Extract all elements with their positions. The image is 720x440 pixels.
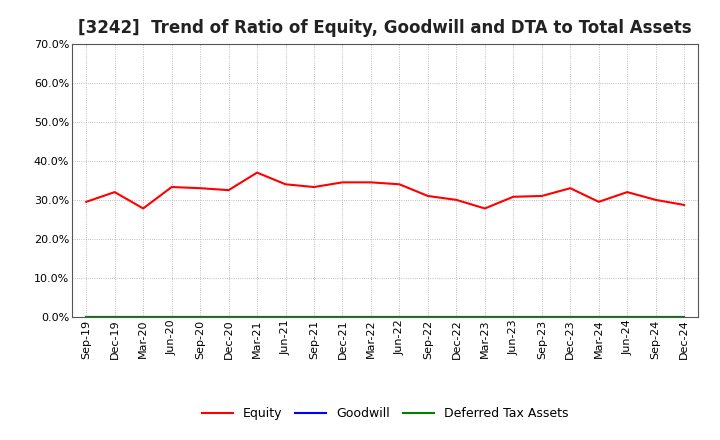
Deferred Tax Assets [595,314,603,319]
Equity [196,186,204,191]
Deferred Tax Assets [82,314,91,319]
Goodwill [452,314,461,319]
Title: [3242]  Trend of Ratio of Equity, Goodwill and DTA to Total Assets: [3242] Trend of Ratio of Equity, Goodwil… [78,19,692,37]
Equity [480,206,489,211]
Deferred Tax Assets [196,314,204,319]
Deferred Tax Assets [253,314,261,319]
Goodwill [566,314,575,319]
Equity [395,182,404,187]
Goodwill [480,314,489,319]
Goodwill [595,314,603,319]
Goodwill [537,314,546,319]
Goodwill [110,314,119,319]
Deferred Tax Assets [310,314,318,319]
Goodwill [338,314,347,319]
Goodwill [652,314,660,319]
Deferred Tax Assets [652,314,660,319]
Equity [566,186,575,191]
Equity [110,190,119,195]
Goodwill [623,314,631,319]
Equity [338,180,347,185]
Equity [537,193,546,198]
Deferred Tax Assets [566,314,575,319]
Goodwill [139,314,148,319]
Deferred Tax Assets [452,314,461,319]
Deferred Tax Assets [423,314,432,319]
Goodwill [423,314,432,319]
Goodwill [509,314,518,319]
Equity [652,197,660,202]
Goodwill [366,314,375,319]
Equity [623,190,631,195]
Deferred Tax Assets [139,314,148,319]
Goodwill [196,314,204,319]
Line: Equity: Equity [86,172,684,209]
Goodwill [395,314,404,319]
Equity [595,199,603,205]
Deferred Tax Assets [623,314,631,319]
Equity [225,187,233,193]
Deferred Tax Assets [395,314,404,319]
Goodwill [253,314,261,319]
Goodwill [680,314,688,319]
Equity [253,170,261,175]
Deferred Tax Assets [110,314,119,319]
Equity [282,182,290,187]
Goodwill [282,314,290,319]
Deferred Tax Assets [509,314,518,319]
Deferred Tax Assets [167,314,176,319]
Equity [509,194,518,199]
Goodwill [225,314,233,319]
Equity [366,180,375,185]
Goodwill [167,314,176,319]
Deferred Tax Assets [338,314,347,319]
Equity [680,202,688,208]
Goodwill [310,314,318,319]
Deferred Tax Assets [366,314,375,319]
Deferred Tax Assets [225,314,233,319]
Legend: Equity, Goodwill, Deferred Tax Assets: Equity, Goodwill, Deferred Tax Assets [197,402,573,425]
Deferred Tax Assets [480,314,489,319]
Equity [452,197,461,202]
Equity [167,184,176,190]
Equity [139,206,148,211]
Goodwill [82,314,91,319]
Deferred Tax Assets [282,314,290,319]
Deferred Tax Assets [537,314,546,319]
Equity [423,193,432,198]
Equity [82,199,91,205]
Deferred Tax Assets [680,314,688,319]
Equity [310,184,318,190]
